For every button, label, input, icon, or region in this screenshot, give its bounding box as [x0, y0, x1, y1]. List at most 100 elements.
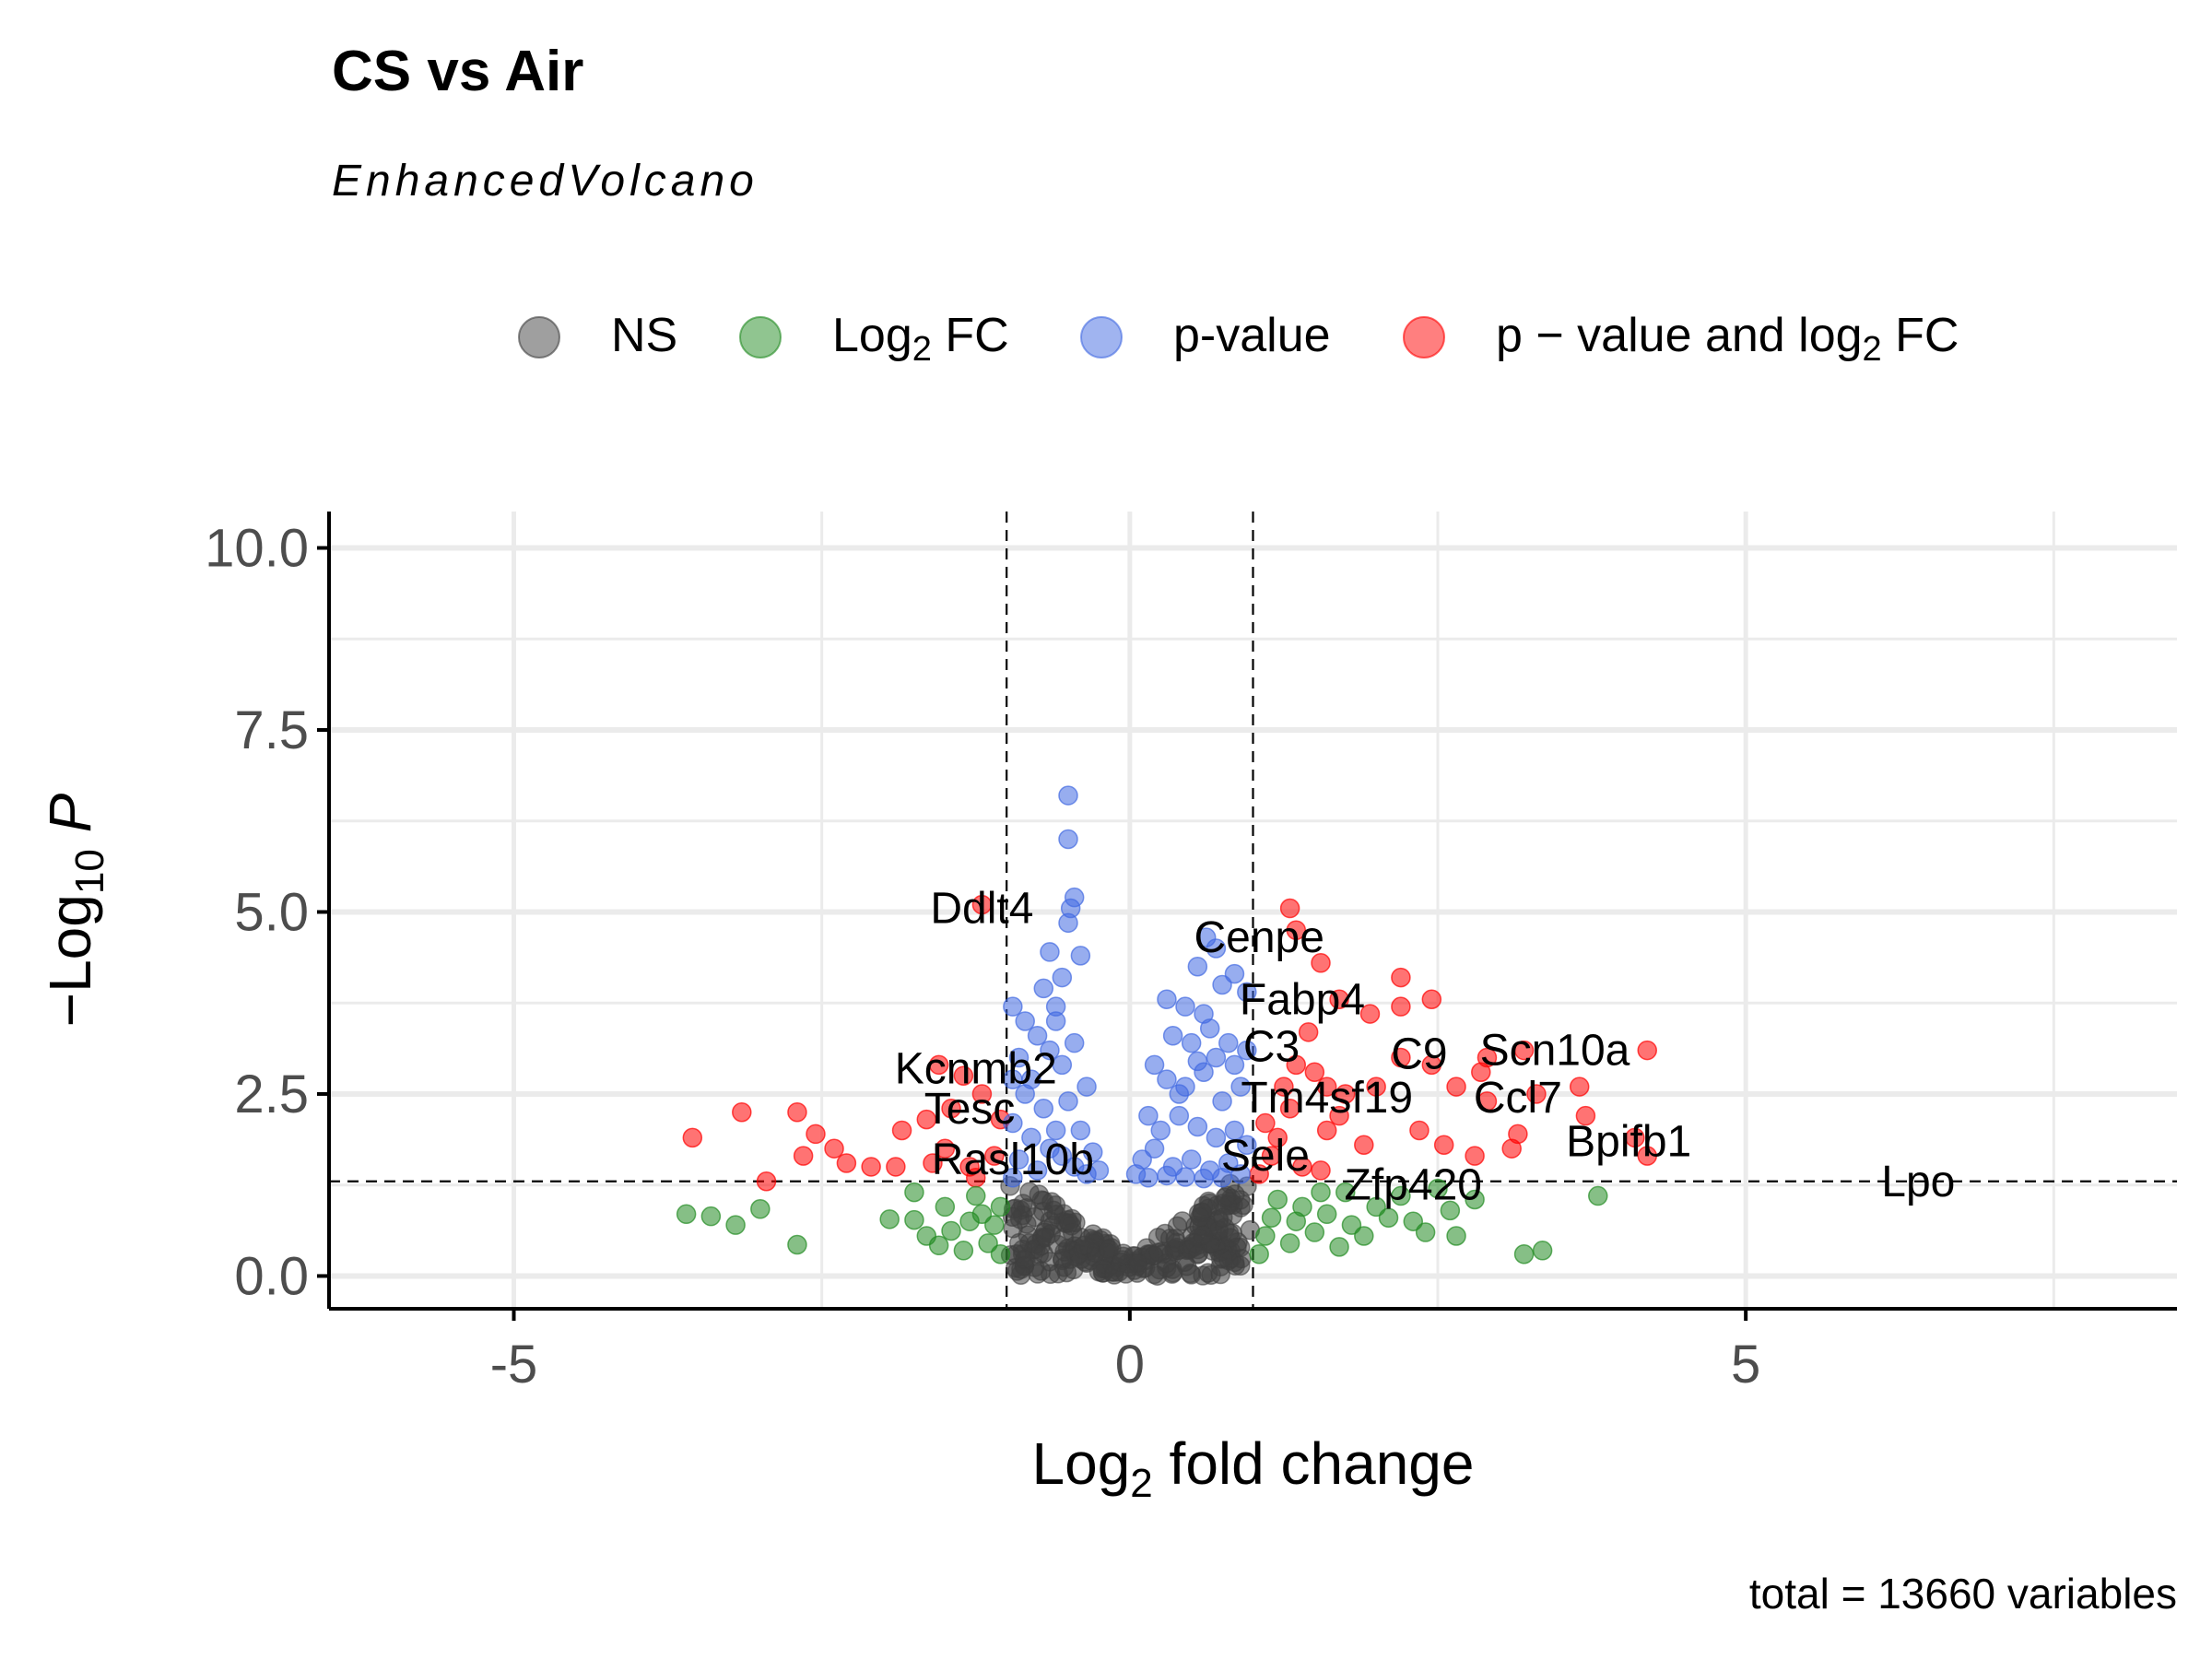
point-log2-fc — [1440, 1200, 1461, 1221]
point-p-value-and-log2-fc — [916, 1109, 937, 1130]
point-ns — [1193, 1265, 1213, 1286]
point-p-value-and-log2-fc — [1508, 1124, 1528, 1145]
point-p-value — [1045, 1011, 1066, 1031]
point-p-value-and-log2-fc — [1526, 1084, 1547, 1104]
point-p-value-and-log2-fc — [1304, 1062, 1325, 1083]
point-log2-fc — [966, 1185, 986, 1206]
point-p-value — [1070, 1120, 1091, 1141]
point-ns — [1074, 1235, 1095, 1256]
point-p-value — [1082, 1142, 1103, 1162]
point-p-value — [1212, 974, 1232, 995]
point-ns — [1190, 1206, 1210, 1228]
x-axis-label: Log2 fold change — [1032, 1430, 1475, 1506]
legend-item: Log2 FC — [739, 309, 1009, 369]
point-p-value — [1150, 1120, 1171, 1141]
point-p-value-and-log2-fc — [1477, 1047, 1498, 1068]
point-p-value-and-log2-fc — [935, 1138, 956, 1159]
point-log2-fc — [787, 1234, 807, 1255]
legend-label: p-value — [1173, 309, 1331, 362]
point-p-value — [1237, 982, 1257, 1003]
point-log2-fc — [1378, 1207, 1399, 1229]
point-p-value-and-log2-fc — [1391, 1047, 1411, 1068]
point-p-value — [1058, 1091, 1078, 1112]
point-p-value-and-log2-fc — [682, 1127, 703, 1148]
point-ns — [1148, 1242, 1169, 1263]
point-p-value — [1212, 1091, 1232, 1112]
point-p-value-and-log2-fc — [1316, 1077, 1337, 1097]
point-ns — [1014, 1249, 1035, 1270]
point-log2-fc — [1366, 1196, 1386, 1218]
point-p-value — [1224, 1120, 1245, 1141]
gene-label: Ddlt4 — [930, 885, 1033, 934]
point-ns — [1144, 1264, 1165, 1285]
legend: NS Log2 FC p-value p − value and log2 FC — [518, 309, 1959, 369]
point-p-value — [1144, 1138, 1165, 1159]
x-tick-label: 5 — [1731, 1335, 1760, 1394]
point-log2-fc — [1465, 1189, 1485, 1210]
point-p-value-and-log2-fc — [1575, 1105, 1596, 1126]
point-p-value — [1218, 1032, 1239, 1053]
point-p-value-and-log2-fc — [1391, 967, 1411, 988]
point-p-value-and-log2-fc — [1335, 1084, 1356, 1104]
point-p-value-and-log2-fc — [1267, 1127, 1288, 1148]
point-p-value-and-log2-fc — [1433, 1135, 1454, 1156]
point-p-value — [1138, 1168, 1159, 1188]
x-tick-label: -5 — [490, 1335, 538, 1394]
point-ns — [1165, 1229, 1185, 1249]
point-p-value — [1040, 942, 1060, 962]
point-log2-fc — [904, 1209, 924, 1230]
point-p-value-and-log2-fc — [1311, 1160, 1331, 1181]
y-tick-label: 5.0 — [234, 882, 309, 942]
point-p-value-and-log2-fc — [824, 1138, 844, 1159]
point-p-value — [1187, 1116, 1208, 1137]
point-p-value-and-log2-fc — [1329, 1105, 1349, 1126]
y-tick-label: 0.0 — [234, 1246, 309, 1306]
x-tick-label: 0 — [1115, 1335, 1145, 1394]
gene-label: Sele — [1221, 1132, 1310, 1181]
point-log2-fc — [725, 1215, 746, 1235]
point-p-value-and-log2-fc — [1255, 1112, 1276, 1134]
point-p-value — [1175, 1167, 1195, 1187]
point-p-value — [1187, 956, 1208, 977]
point-p-value-and-log2-fc — [1421, 989, 1442, 1010]
point-log2-fc — [953, 1241, 974, 1261]
point-p-value-and-log2-fc — [1477, 1091, 1498, 1112]
point-p-value-and-log2-fc — [953, 1065, 974, 1086]
point-log2-fc — [1249, 1244, 1269, 1265]
point-p-value-and-log2-fc — [756, 1171, 777, 1192]
point-p-value — [1175, 996, 1195, 1017]
data-points — [676, 785, 1657, 1286]
point-ns — [1031, 1190, 1052, 1210]
point-p-value-and-log2-fc — [1625, 1127, 1645, 1148]
point-log2-fc — [1588, 1185, 1608, 1206]
point-log2-fc — [971, 1204, 993, 1225]
point-ns — [1230, 1255, 1251, 1276]
point-p-value — [1021, 1069, 1041, 1089]
point-p-value-and-log2-fc — [1316, 1120, 1337, 1141]
point-p-value-and-log2-fc — [1637, 1146, 1657, 1166]
point-p-value-and-log2-fc — [1354, 1135, 1374, 1156]
point-p-value-and-log2-fc — [1446, 1077, 1466, 1097]
point-ns — [1187, 1244, 1208, 1265]
point-p-value — [1077, 1077, 1097, 1097]
legend-swatch — [1080, 316, 1123, 359]
y-axis-label: −Log10 P — [37, 793, 112, 1027]
point-log2-fc — [1255, 1226, 1276, 1246]
point-p-value — [1157, 1165, 1177, 1186]
point-p-value-and-log2-fc — [886, 1157, 906, 1177]
point-ns — [1099, 1239, 1119, 1260]
point-p-value-and-log2-fc — [1274, 1077, 1294, 1097]
point-p-value — [1070, 946, 1091, 966]
legend-item: p-value — [1080, 309, 1331, 362]
point-log2-fc — [1532, 1241, 1553, 1261]
point-p-value — [1206, 938, 1227, 959]
legend-item: p − value and log2 FC — [1403, 309, 1959, 369]
chart-subtitle: EnhancedVolcano — [332, 157, 759, 206]
point-p-value — [1003, 1112, 1023, 1134]
chart-title: CS vs Air — [332, 40, 583, 103]
point-p-value — [1138, 1105, 1159, 1126]
point-log2-fc — [941, 1220, 961, 1241]
point-p-value — [1237, 1040, 1257, 1061]
y-tick-label: 10.0 — [205, 518, 309, 578]
